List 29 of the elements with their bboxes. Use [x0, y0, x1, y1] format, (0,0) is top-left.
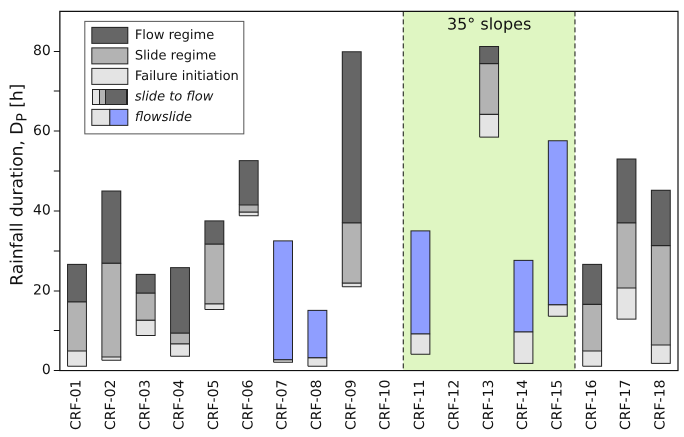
x-tick-label: CRF-01	[68, 380, 85, 430]
x-tick-label: CRF-09	[343, 380, 360, 430]
x-tick-label: CRF-14	[515, 379, 532, 430]
legend-label: flowslide	[134, 110, 192, 125]
x-tick-label: CRF-13	[480, 380, 497, 430]
x-tick-label: CRF-18	[652, 380, 668, 430]
x-tick-label: CRF-12	[446, 380, 462, 430]
y-tick-label: 20	[32, 282, 51, 298]
y-tick-label: 0	[42, 362, 51, 378]
x-tick-label: CRF-15	[549, 380, 566, 430]
x-tick-label: CRF-17	[618, 380, 634, 430]
x-tick-label: CRF-08	[309, 380, 326, 430]
x-tick-label: CRF-11	[412, 380, 428, 430]
x-tick-label: CRF-07	[274, 380, 291, 430]
y-tick-label: 60	[32, 122, 51, 139]
legend-label: Failure initiation	[134, 68, 239, 84]
y-tick-label: 40	[32, 202, 51, 219]
x-tick-label: CRF-05	[206, 380, 222, 430]
x-tick-label: CRF-04	[172, 379, 188, 430]
x-tick-label: CRF-03	[137, 380, 154, 430]
x-tick-label: CRF-10	[378, 380, 394, 430]
x-tick-label: CRF-02	[102, 380, 119, 430]
legend-label: Flow regime	[134, 28, 214, 43]
annotation: slide to flow	[134, 89, 214, 104]
y-tick-label: 80	[32, 42, 51, 59]
x-tick-label: CRF-06	[240, 379, 256, 430]
legend-label: Slide regime	[134, 48, 216, 64]
band-label: 35° slopes	[446, 14, 532, 34]
x-tick-label: CRF-16	[584, 379, 600, 430]
